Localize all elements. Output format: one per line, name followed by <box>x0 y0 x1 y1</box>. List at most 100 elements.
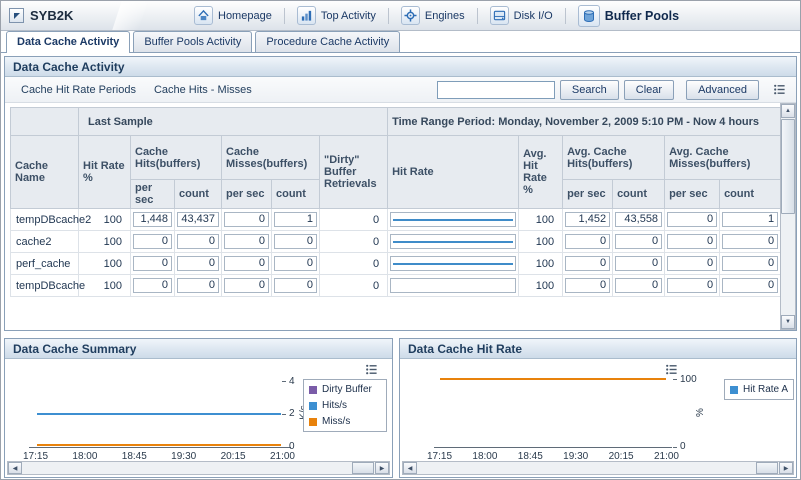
chart-horizontal-scrollbar[interactable]: ◀ ▶ <box>402 461 794 475</box>
col-header-cache-name[interactable]: Cache Name <box>10 135 79 209</box>
col-header-count[interactable]: count <box>271 179 320 209</box>
arrow-down-icon: ▼ <box>785 319 791 325</box>
col-header-per-sec[interactable]: per sec <box>130 179 175 209</box>
miss-series-line <box>37 444 281 446</box>
nav-top-activity[interactable]: Top Activity <box>296 6 376 25</box>
panel-title: Data Cache Activity <box>5 57 796 77</box>
nav-homepage[interactable]: Homepage <box>194 6 272 25</box>
tab-data-cache-activity[interactable]: Data Cache Activity <box>6 31 131 53</box>
nav-homepage-label: Homepage <box>218 9 272 22</box>
value-box: 1,452 <box>565 212 611 227</box>
search-input[interactable] <box>436 80 555 99</box>
expand-icon[interactable] <box>9 8 24 23</box>
scroll-left-button[interactable]: ◀ <box>403 462 417 474</box>
hits-series-line <box>37 413 281 415</box>
scroll-track[interactable] <box>22 462 375 474</box>
scroll-down-button[interactable]: ▼ <box>781 315 795 329</box>
database-icon <box>577 4 600 27</box>
chart-menu-icon[interactable] <box>365 363 378 381</box>
avg-misses-count-cell: 0 <box>719 252 782 275</box>
table-row[interactable]: perf_cache 100 0 0 0 0 0 100 0 0 0 0 <box>10 252 782 275</box>
hitrate-panel-title: Data Cache Hit Rate <box>400 339 796 359</box>
arrow-right-icon: ▶ <box>783 465 789 472</box>
col-header-avg-hit-rate-pct[interactable]: Avg. Hit Rate % <box>518 135 564 209</box>
scroll-thumb[interactable] <box>756 462 778 474</box>
chart-horizontal-scrollbar[interactable]: ◀ ▶ <box>7 461 390 475</box>
misses-count-cell: 0 <box>271 252 320 275</box>
sparkline-box <box>390 234 517 249</box>
table-vertical-scrollbar[interactable]: ▲ ▼ <box>780 103 796 330</box>
x-tick-label: 21:00 <box>269 451 295 462</box>
col-header-hit-rate[interactable]: Hit Rate <box>387 135 520 209</box>
hits-count-cell: 0 <box>174 230 222 253</box>
x-tick-label: 19:30 <box>563 451 589 462</box>
legend-item: Dirty Buffer <box>309 384 381 395</box>
legend-label: Dirty Buffer <box>322 384 372 395</box>
cache-name-cell: cache2 <box>10 230 79 253</box>
col-header-count[interactable]: count <box>612 179 666 209</box>
advanced-button[interactable]: Advanced <box>686 79 759 100</box>
table-region: Last Sample Time Range Period: Monday, N… <box>5 103 796 330</box>
sparkline-box <box>390 256 517 271</box>
search-button[interactable]: Search <box>559 79 619 100</box>
col-header-count[interactable]: count <box>719 179 782 209</box>
misses-per-sec-cell: 0 <box>221 252 272 275</box>
hits-count-cell: 0 <box>174 252 222 275</box>
misses-count-cell: 0 <box>271 230 320 253</box>
scroll-up-button[interactable]: ▲ <box>781 104 795 118</box>
x-tick-label: 21:00 <box>653 451 679 462</box>
avg-misses-count-cell: 0 <box>719 230 782 253</box>
x-axis <box>434 447 672 448</box>
gear-icon <box>400 6 420 25</box>
tab-procedure-cache-activity[interactable]: Procedure Cache Activity <box>255 31 401 52</box>
x-tick-label: 18:00 <box>472 451 498 462</box>
table-row[interactable]: tempDBcache2 100 1,448 43,437 0 1 0 100 … <box>10 208 782 231</box>
table-options-menu-icon[interactable] <box>773 83 786 96</box>
value-box: 0 <box>274 234 317 249</box>
link-cache-hit-rate-periods[interactable]: Cache Hit Rate Periods <box>21 83 136 96</box>
col-group-avg-cache-hits: Avg. Cache Hits(buffers) <box>562 135 666 180</box>
value-box: 0 <box>565 278 611 293</box>
value-box: 0 <box>133 256 172 271</box>
nav-disk-io[interactable]: Disk I/O <box>489 6 553 25</box>
chart-menu-icon[interactable] <box>665 363 678 381</box>
nav-buffer-pools-label: Buffer Pools <box>604 8 680 23</box>
col-header-dirty-buffer[interactable]: "Dirty" Buffer Retrievals <box>318 135 389 209</box>
hit-rate-cell: 100 <box>78 252 131 275</box>
link-cache-hits-misses[interactable]: Cache Hits - Misses <box>153 83 252 96</box>
legend-label: Hits/s <box>322 400 347 411</box>
x-axis-labels: 17:15 18:00 18:45 19:30 20:15 21:00 <box>23 451 295 462</box>
y-tick <box>282 414 286 415</box>
scroll-thumb[interactable] <box>352 462 374 474</box>
data-cache-summary-panel: Data Cache Summary 4 2 0 K/s 17:15 18:00… <box>4 338 393 478</box>
value-box: 43,558 <box>615 212 663 227</box>
col-header-per-sec[interactable]: per sec <box>562 179 614 209</box>
nav-separator <box>387 7 389 24</box>
app-title: SYB2K <box>30 8 74 23</box>
hit-rate-cell: 100 <box>78 208 131 231</box>
value-box: 0 <box>615 256 663 271</box>
table-row[interactable]: tempDBcache 100 0 0 0 0 0 100 0 0 0 0 <box>10 274 782 297</box>
scroll-right-button[interactable]: ▶ <box>779 462 793 474</box>
col-header-per-sec[interactable]: per sec <box>664 179 721 209</box>
hit-rate-cell: 100 <box>78 230 131 253</box>
avg-hits-per-sec-cell: 1,452 <box>562 208 614 231</box>
avg-hits-count-cell: 43,558 <box>612 208 666 231</box>
nav-engines[interactable]: Engines <box>400 6 465 25</box>
scroll-thumb[interactable] <box>781 119 795 214</box>
table-row[interactable]: cache2 100 0 0 0 0 0 100 0 0 0 0 <box>10 230 782 253</box>
y-tick-label: 0 <box>680 441 686 452</box>
legend-item: Miss/s <box>309 416 381 427</box>
col-header-per-sec[interactable]: per sec <box>221 179 272 209</box>
col-header-hit-rate-pct[interactable]: Hit Rate % <box>78 135 131 209</box>
clear-button[interactable]: Clear <box>623 79 675 100</box>
scroll-right-button[interactable]: ▶ <box>375 462 389 474</box>
scroll-left-button[interactable]: ◀ <box>8 462 22 474</box>
scroll-track[interactable] <box>417 462 779 474</box>
nav-buffer-pools[interactable]: Buffer Pools <box>577 4 680 27</box>
nav-engines-label: Engines <box>424 9 465 22</box>
tab-buffer-pools-activity[interactable]: Buffer Pools Activity <box>133 31 253 52</box>
scroll-track[interactable] <box>781 118 795 315</box>
col-header-count[interactable]: count <box>174 179 222 209</box>
